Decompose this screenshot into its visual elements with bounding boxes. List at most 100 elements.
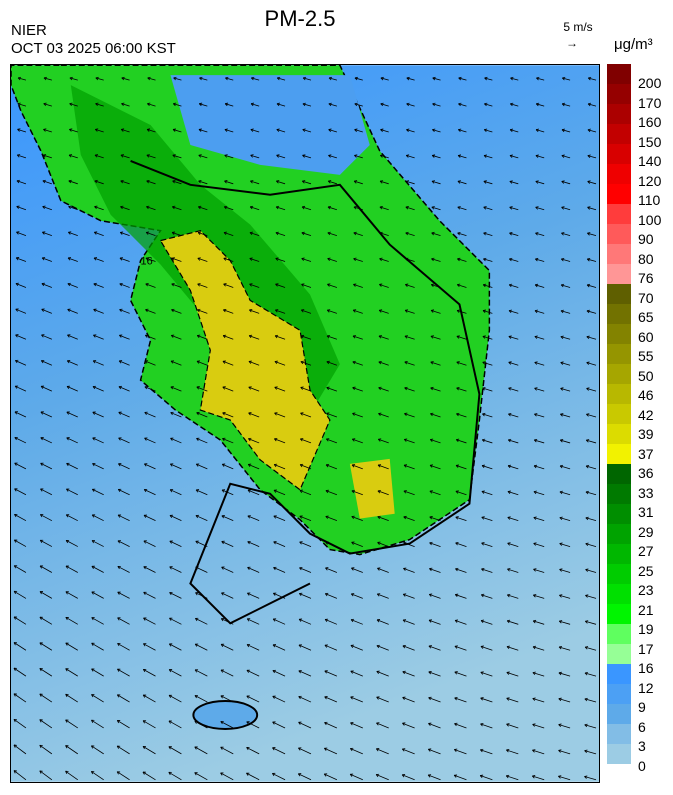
wind-arrow-head <box>587 76 592 81</box>
wind-arrow <box>145 283 156 288</box>
wind-arrow <box>143 514 156 522</box>
wind-arrow <box>534 387 545 392</box>
wind-arrow-head <box>15 282 19 287</box>
wind-arrow-head <box>250 128 254 132</box>
wind-arrow <box>169 489 182 496</box>
wind-arrow-head <box>41 257 46 261</box>
colorbar-box <box>607 704 631 724</box>
wind-arrow <box>535 155 545 159</box>
wind-arrow <box>195 643 208 651</box>
wind-arrow <box>300 386 312 392</box>
wind-arrow <box>376 748 389 755</box>
wind-arrow <box>402 722 415 729</box>
wind-arrow-head <box>457 128 462 133</box>
wind-arrow-head <box>91 719 95 723</box>
wind-arrow-head <box>246 695 250 699</box>
wind-arrow <box>482 361 493 366</box>
wind-arrow-head <box>380 76 384 81</box>
wind-arrow-head <box>585 516 589 521</box>
wind-arrow-head <box>405 283 409 287</box>
wind-arrow <box>143 591 156 599</box>
wind-arrow-head <box>117 617 121 621</box>
datetime-label: OCT 03 2025 06:00 KST <box>11 40 176 57</box>
wind-arrow-head <box>302 128 306 132</box>
wind-arrow-head <box>402 644 406 649</box>
wind-arrow <box>428 723 441 729</box>
wind-arrow-head <box>560 387 564 391</box>
wind-arrow-head <box>403 541 407 546</box>
wind-arrow-head <box>351 464 356 468</box>
wind-arrow <box>170 386 182 392</box>
wind-arrow <box>169 515 182 522</box>
wind-arrow <box>171 335 182 340</box>
colorbar-box <box>607 464 631 484</box>
wind-arrow <box>379 284 389 288</box>
wind-arrow-head <box>275 231 279 236</box>
wind-arrow-head <box>39 539 44 543</box>
wind-arrow <box>378 387 389 392</box>
wind-arrow-head <box>145 257 149 261</box>
wind-arrow <box>327 232 338 237</box>
wind-arrow-head <box>458 102 462 107</box>
wind-arrow <box>328 103 338 107</box>
wind-arrow-head <box>117 668 121 672</box>
wind-arrow-head <box>91 540 96 544</box>
wind-arrow <box>428 697 441 703</box>
wind-arrow-head <box>454 593 459 598</box>
wind-arrow-head <box>16 231 20 235</box>
wind-arrow <box>13 642 27 651</box>
wind-arrow-head <box>198 154 202 158</box>
wind-arrow <box>534 439 545 444</box>
wind-arrow-head <box>40 359 45 364</box>
wind-arrow-head <box>509 128 514 133</box>
wind-arrow-head <box>532 697 536 701</box>
wind-arrow-head <box>170 386 174 390</box>
wind-arrow <box>558 672 571 677</box>
wind-arrow-head <box>405 206 409 210</box>
wind-arrow <box>117 514 130 522</box>
wind-arrow-head <box>586 283 591 288</box>
wind-arrow <box>562 103 571 107</box>
wind-arrow <box>430 335 441 340</box>
wind-arrow <box>39 770 53 781</box>
wind-arrow-head <box>510 76 514 81</box>
pm25-map[interactable]: 16 <box>10 64 600 783</box>
wind-arrow <box>510 103 519 107</box>
wind-arrow-head <box>273 541 277 545</box>
wind-arrow <box>431 232 441 237</box>
wind-arrow-head <box>456 309 461 313</box>
wind-arrow <box>404 413 415 418</box>
wind-arrow-head <box>42 179 46 184</box>
wind-arrow-head <box>430 309 435 313</box>
wind-arrow <box>69 77 78 81</box>
wind-arrow <box>142 720 156 729</box>
wind-arrow <box>17 128 27 133</box>
wind-arrow <box>249 257 260 262</box>
wind-arrow <box>13 590 27 599</box>
wind-arrow <box>483 284 493 288</box>
wind-arrow <box>587 155 597 159</box>
wind-arrow-head <box>349 773 354 777</box>
wind-arrow <box>427 774 441 781</box>
wind-arrow-head <box>299 438 304 442</box>
wind-arrow-head <box>195 540 199 544</box>
wind-arrow-head <box>508 412 512 417</box>
wind-arrow <box>144 360 156 366</box>
wind-arrow-head <box>353 231 357 236</box>
wind-arrow <box>196 360 208 366</box>
wind-arrow-head <box>66 411 70 415</box>
wind-arrow <box>248 438 260 444</box>
wind-arrow <box>428 645 441 651</box>
wind-arrow <box>246 721 260 729</box>
colorbar-label: 3 <box>638 738 646 754</box>
wind-arrow <box>94 231 104 237</box>
wind-arrow-head <box>42 154 47 158</box>
wind-arrow <box>584 750 597 755</box>
wind-arrow-head <box>195 489 200 493</box>
wind-arrow <box>194 772 208 781</box>
wind-arrow <box>533 542 545 547</box>
wind-arrow-head <box>248 360 252 364</box>
wind-arrow-head <box>507 568 511 572</box>
wind-arrow-head <box>272 669 276 674</box>
wind-arrow-head <box>120 128 125 132</box>
